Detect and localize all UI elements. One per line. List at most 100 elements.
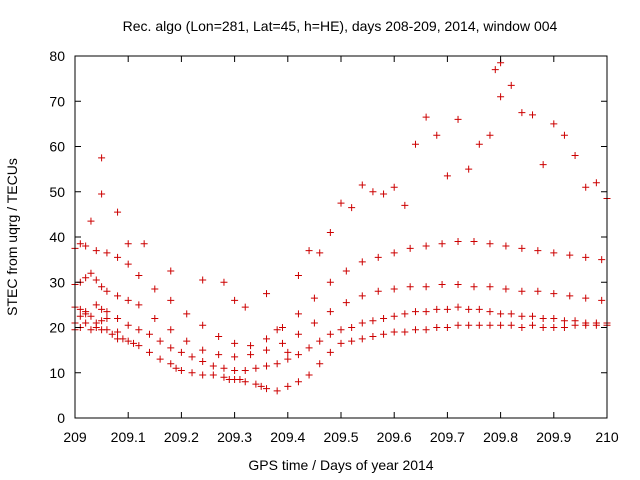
data-point xyxy=(380,190,388,198)
data-point xyxy=(475,305,483,313)
data-point xyxy=(284,382,292,390)
data-point xyxy=(316,360,324,368)
data-point xyxy=(529,321,537,329)
data-point xyxy=(433,324,441,331)
data-point xyxy=(411,326,419,334)
data-point xyxy=(316,249,324,257)
data-point xyxy=(518,109,526,117)
data-point xyxy=(454,303,462,311)
data-point xyxy=(247,342,255,350)
data-point xyxy=(92,324,100,331)
data-point xyxy=(199,321,207,329)
data-point xyxy=(103,308,111,316)
data-point xyxy=(199,276,207,284)
data-point xyxy=(108,330,116,338)
data-point xyxy=(390,249,398,257)
data-point xyxy=(231,339,239,347)
x-tick-label: 209.6 xyxy=(377,429,412,445)
y-tick-label: 80 xyxy=(49,48,65,64)
data-point xyxy=(183,310,191,318)
data-point xyxy=(326,330,334,338)
data-point xyxy=(401,201,409,209)
data-point xyxy=(231,353,239,361)
data-point xyxy=(103,249,111,257)
data-point xyxy=(486,131,494,139)
data-point xyxy=(257,382,265,390)
data-point xyxy=(305,247,313,255)
data-point xyxy=(167,296,175,304)
data-point xyxy=(497,321,505,329)
data-points xyxy=(71,59,611,395)
data-point xyxy=(263,290,271,298)
data-point xyxy=(486,240,494,248)
data-point xyxy=(529,312,537,320)
data-point xyxy=(199,357,207,365)
data-point xyxy=(422,283,430,291)
x-tick-label: 209.2 xyxy=(164,429,199,445)
data-point xyxy=(145,330,153,338)
x-tick-label: 209.8 xyxy=(483,429,518,445)
data-point xyxy=(358,292,366,300)
data-point xyxy=(475,321,483,329)
data-point xyxy=(582,183,590,191)
chart-title: Rec. algo (Lon=281, Lat=45, h=HE), days … xyxy=(123,18,558,34)
data-point xyxy=(358,258,366,266)
data-point xyxy=(529,111,537,119)
data-point xyxy=(401,310,409,318)
data-point xyxy=(422,113,430,121)
data-point xyxy=(156,337,164,345)
data-point xyxy=(98,283,106,291)
data-point xyxy=(518,312,526,320)
y-tick-label: 60 xyxy=(49,139,65,155)
data-point xyxy=(140,240,148,248)
data-point xyxy=(87,326,95,334)
data-point xyxy=(135,326,143,334)
data-point xyxy=(247,351,255,359)
y-axis: 0 10 20 30 40 50 60 70 80 xyxy=(49,48,607,426)
y-axis-label: STEC from uqrg / TECUs xyxy=(4,158,20,316)
data-point xyxy=(348,324,356,331)
data-point xyxy=(76,240,84,248)
data-point xyxy=(231,366,239,374)
data-point xyxy=(443,305,451,313)
x-tick-label: 209.4 xyxy=(270,429,305,445)
data-point xyxy=(592,319,600,327)
data-point xyxy=(114,253,122,261)
plot-frame xyxy=(74,55,608,419)
y-tick-label: 20 xyxy=(49,320,65,336)
data-point xyxy=(534,247,542,255)
data-point xyxy=(560,131,568,139)
data-point xyxy=(497,93,505,101)
data-point xyxy=(390,328,398,336)
data-point xyxy=(135,342,143,350)
data-point xyxy=(348,204,356,212)
data-point xyxy=(348,337,356,345)
data-point xyxy=(518,244,526,252)
data-point xyxy=(188,369,196,377)
data-point xyxy=(124,240,132,248)
data-point xyxy=(76,305,84,313)
data-point xyxy=(199,346,207,354)
data-point xyxy=(124,296,132,304)
y-tick-label: 10 xyxy=(49,365,65,381)
data-point xyxy=(518,324,526,331)
data-point xyxy=(284,348,292,356)
data-point xyxy=(231,296,239,304)
data-point xyxy=(92,276,100,284)
data-point xyxy=(151,314,159,322)
data-point xyxy=(124,321,132,329)
data-point xyxy=(560,317,568,325)
data-point xyxy=(507,81,515,89)
data-point xyxy=(209,362,217,370)
plot-area xyxy=(71,55,611,419)
data-point xyxy=(401,328,409,336)
x-tick-label: 210 xyxy=(595,429,619,445)
data-point xyxy=(273,326,281,334)
data-point xyxy=(497,310,505,318)
data-point xyxy=(278,324,286,331)
y-tick-label: 70 xyxy=(49,93,65,109)
data-point xyxy=(98,305,106,313)
data-point xyxy=(124,337,132,345)
data-point xyxy=(326,348,334,356)
